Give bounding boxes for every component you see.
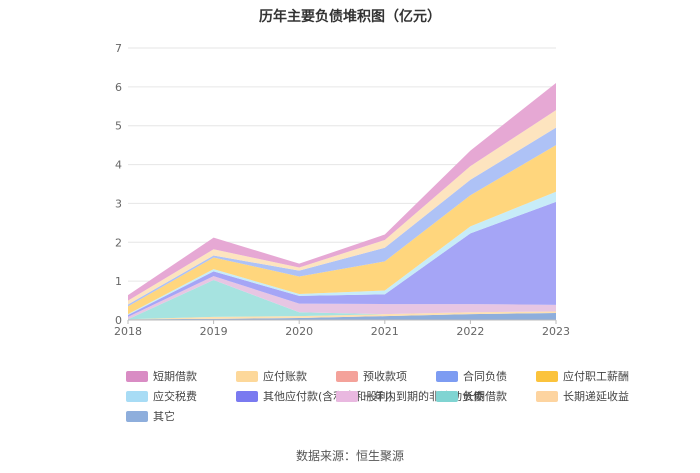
legend-label: 合同负债 <box>463 370 507 383</box>
y-tick-label: 2 <box>115 236 122 249</box>
x-tick-label: 2020 <box>285 325 313 338</box>
legend-item[interactable]: 其他应付款(含利息和股利) <box>236 388 393 404</box>
legend-label: 其他应付款(含利息和股利) <box>263 390 393 403</box>
area-series-10 <box>128 82 556 301</box>
legend-item[interactable]: 长期借款 <box>436 388 507 404</box>
legend-label: 短期借款 <box>153 370 197 383</box>
legend-swatch <box>436 370 458 382</box>
area-series-3 <box>128 276 556 320</box>
legend-swatch <box>236 390 258 402</box>
area-series-group <box>128 82 556 320</box>
legend-label: 应交税费 <box>153 390 197 403</box>
legend-label: 应付账款 <box>263 370 307 383</box>
legend-swatch <box>336 370 358 382</box>
area-series-6 <box>128 145 556 315</box>
legend-item[interactable]: 长期递延收益 <box>536 388 629 404</box>
x-tick-label: 2019 <box>200 325 228 338</box>
y-tick-label: 4 <box>115 159 122 172</box>
x-tick-label: 2023 <box>542 325 570 338</box>
legend-item[interactable]: 应交税费 <box>126 388 197 404</box>
legend-label: 长期借款 <box>463 390 507 403</box>
area-series-9 <box>128 110 556 305</box>
legend-swatch <box>126 370 148 382</box>
legend-label: 预收款项 <box>363 370 407 383</box>
x-tick-label: 2018 <box>114 325 142 338</box>
area-series-4 <box>128 201 556 317</box>
legend-swatch <box>436 390 458 402</box>
y-tick-label: 5 <box>115 120 122 133</box>
data-source-note: 数据来源：恒生聚源 <box>295 449 404 463</box>
legend-swatch <box>536 390 558 402</box>
legend-item[interactable]: 其它 <box>126 408 175 424</box>
legend-swatch <box>126 410 148 422</box>
x-tick-label: 2022 <box>456 325 484 338</box>
y-tick-label: 1 <box>115 275 122 288</box>
legend-swatch <box>236 370 258 382</box>
legend-label: 其它 <box>153 410 175 423</box>
legend-item[interactable]: 短期借款 <box>126 368 197 384</box>
chart-title: 历年主要负债堆积图（亿元） <box>259 9 441 25</box>
x-tick-label: 2021 <box>371 325 399 338</box>
area-series-2 <box>128 279 556 320</box>
legend-swatch <box>126 390 148 402</box>
area-series-7 <box>128 127 556 307</box>
legend-swatch <box>536 370 558 382</box>
legend-label: 长期递延收益 <box>563 390 629 403</box>
axes: 0 1 2 3 4 5 6 7 2018 2019 2020 2021 2022 2023 <box>114 42 570 338</box>
legend-item[interactable]: 预收款项 <box>336 368 407 384</box>
legend-swatch <box>336 390 358 402</box>
legend-item[interactable]: 合同负债 <box>436 368 507 384</box>
y-tick-label: 7 <box>115 42 122 55</box>
chart-plot: 0 1 2 3 4 5 6 7 2018 2019 2020 2021 2022 2023 <box>114 42 570 338</box>
legend-label: 应付职工薪酬 <box>563 370 629 383</box>
legend-item[interactable]: 应付账款 <box>236 368 307 384</box>
y-tick-label: 3 <box>115 197 122 210</box>
legend-item[interactable]: 应付职工薪酬 <box>536 368 629 384</box>
area-series-0 <box>128 313 556 320</box>
area-series-1 <box>128 311 556 320</box>
y-tick-label: 0 <box>115 314 122 327</box>
y-tick-label: 6 <box>115 81 122 94</box>
